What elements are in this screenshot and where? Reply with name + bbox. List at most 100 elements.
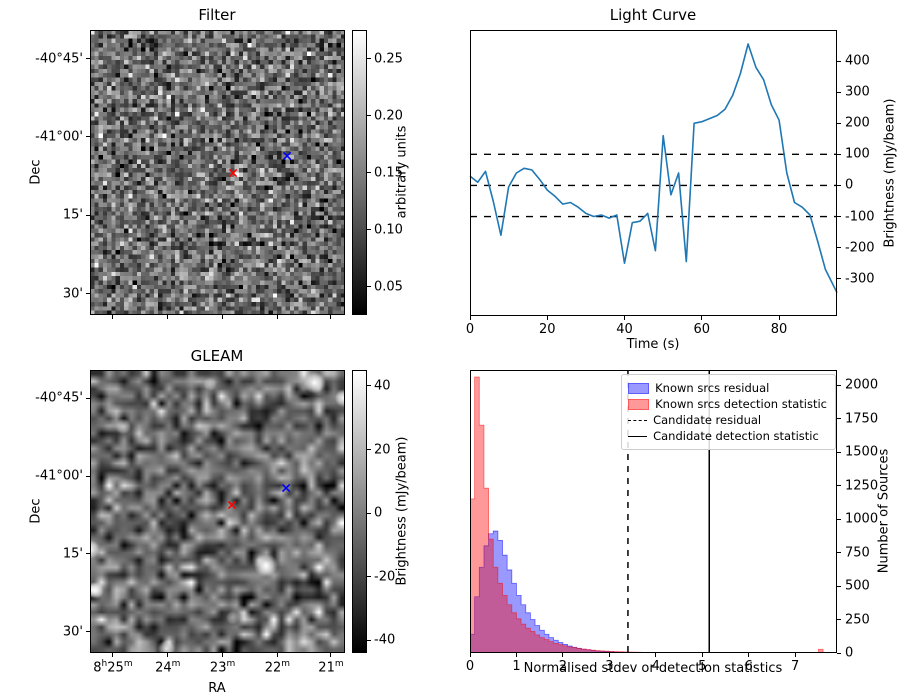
light-x-tick-label: 80: [770, 322, 788, 337]
gleam-colorbar: [352, 370, 367, 653]
light-y-tick-mark: [837, 247, 841, 249]
hist-x-tick-mark: [562, 653, 564, 657]
light-curve-xlabel: Time (s): [626, 337, 680, 352]
gleam-colorbar-tick-mark: [367, 449, 371, 451]
hist-y-tick-label: 1250: [845, 478, 879, 493]
gleam-x-tick-mark: [222, 653, 224, 657]
legend-item: Known srcs residual: [628, 381, 827, 395]
gleam-colorbar-tick-label: -40: [374, 632, 396, 648]
hist-x-tick-mark: [515, 653, 517, 657]
legend-item: Candidate residual: [628, 413, 827, 427]
light-y-tick-mark: [837, 122, 841, 124]
hist-x-tick-mark: [469, 653, 471, 657]
light-y-tick-label: 100: [845, 146, 870, 162]
gleam-y-tick-label: -40°45': [35, 390, 83, 406]
light-x-tick-mark: [701, 316, 703, 320]
light-x-tick-label: 60: [693, 322, 711, 337]
hist-y-tick-mark: [837, 384, 841, 386]
gleam-y-tick-mark: [86, 397, 90, 399]
gleam-x-tick-label: 23m: [209, 659, 236, 676]
hist-x-tick-mark: [608, 653, 610, 657]
filter-colorbar-tick-mark: [367, 286, 371, 287]
legend-label: Known srcs residual: [655, 381, 770, 395]
hist-x-tick-label: 2: [558, 659, 568, 674]
filter-y-tick-mark: [86, 214, 90, 216]
light-x-tick-mark: [546, 316, 548, 320]
light-y-tick-mark: [837, 184, 841, 186]
histogram-series: [470, 530, 837, 653]
filter-y-tick-mark: [86, 58, 90, 59]
gleam-colorbar-tick-mark: [367, 512, 371, 514]
legend-label: Candidate residual: [653, 413, 762, 427]
light-x-tick-label: 0: [465, 322, 475, 337]
gleam-colorbar-tick-label: 20: [374, 442, 391, 458]
histogram-legend: Known srcs residual Known srcs detection …: [621, 374, 836, 450]
hist-x-tick-mark: [655, 653, 657, 657]
light-y-tick-mark: [837, 91, 841, 93]
filter-colorbar-tick-label: 0.05: [374, 279, 403, 294]
legend-patch-swatch: [628, 382, 650, 394]
gleam-y-tick-mark: [86, 475, 90, 477]
gleam-colorbar-tick-label: 0: [374, 505, 383, 521]
gleam-x-tick-label: 22m: [264, 659, 291, 676]
gleam-colorbar-tick-mark: [367, 576, 371, 578]
gleam-x-tick-mark: [112, 653, 114, 657]
light-y-tick-label: 300: [845, 84, 870, 100]
light-x-tick-label: 40: [616, 322, 633, 337]
filter-y-tick-mark: [86, 293, 90, 295]
histogram-xlabel: Normalised stdev or detection statistics: [523, 661, 783, 676]
light-curve-title: Light Curve: [609, 6, 697, 24]
legend-line-swatch: [628, 435, 648, 437]
filter-title: Filter: [198, 6, 236, 24]
filter-y-tick-label: -40°45': [35, 51, 83, 66]
filter-y-tick-label: 15': [62, 207, 83, 223]
filter-x-tick-mark: [330, 315, 332, 319]
light-y-tick-label: 0: [845, 177, 854, 193]
hist-y-tick-mark: [837, 619, 841, 620]
hist-y-tick-label: 0: [845, 645, 854, 661]
light-y-tick-mark: [837, 216, 841, 218]
hist-x-tick-label: 4: [651, 659, 660, 674]
light-y-tick-label: -100: [845, 209, 875, 225]
hist-x-tick-label: 1: [512, 659, 521, 674]
gleam-y-tick-label: 30': [62, 624, 83, 640]
filter-colorbar-tick-mark: [367, 172, 371, 173]
hist-y-tick-mark: [837, 518, 841, 520]
filter-x-tick-mark: [167, 315, 169, 319]
hist-y-tick-label: 500: [845, 578, 870, 594]
light-y-tick-label: -200: [845, 240, 875, 256]
filter-y-tick-label: 30': [62, 286, 83, 302]
hist-x-tick-label: 3: [605, 659, 614, 674]
filter-colorbar-tick-mark: [367, 115, 371, 116]
hist-x-tick-label: 7: [791, 659, 800, 674]
filter-x-tick-mark: [112, 315, 114, 319]
gleam-image: [90, 370, 345, 653]
light-x-tick-mark: [778, 316, 780, 320]
filter-colorbar-tick-mark: [367, 58, 371, 59]
filter-colorbar: [352, 30, 367, 315]
gleam-x-tick-mark: [167, 653, 169, 657]
gleam-colorbar-label: Brightness (mJy/beam): [394, 436, 410, 586]
hist-y-tick-mark: [837, 418, 841, 419]
light-x-tick-label: 20: [538, 322, 556, 337]
gleam-x-tick-mark: [276, 653, 278, 657]
filter-ylabel: Dec: [28, 159, 44, 185]
hist-y-tick-label: 750: [845, 545, 870, 560]
filter-y-tick-label: -41°00': [35, 129, 83, 145]
hist-x-tick-mark: [701, 653, 703, 657]
hist-y-tick-label: 1000: [845, 511, 879, 527]
light-y-tick-mark: [837, 278, 841, 280]
filter-y-tick-mark: [86, 136, 90, 138]
gleam-y-tick-label: -41°00': [35, 468, 83, 484]
hist-x-tick-label: 5: [698, 659, 707, 674]
hist-x-tick-label: 6: [744, 659, 753, 674]
hist-x-tick-mark: [794, 653, 796, 657]
hist-y-tick-mark: [837, 451, 841, 453]
filter-colorbar-tick-label: 0.10: [374, 222, 403, 237]
legend-item: Candidate detection statistic: [628, 429, 827, 443]
legend-patch-swatch: [628, 398, 650, 410]
legend-label: Known srcs detection statistic: [655, 397, 827, 411]
light-curve-line: [469, 43, 838, 294]
gleam-xlabel: RA: [208, 681, 226, 696]
